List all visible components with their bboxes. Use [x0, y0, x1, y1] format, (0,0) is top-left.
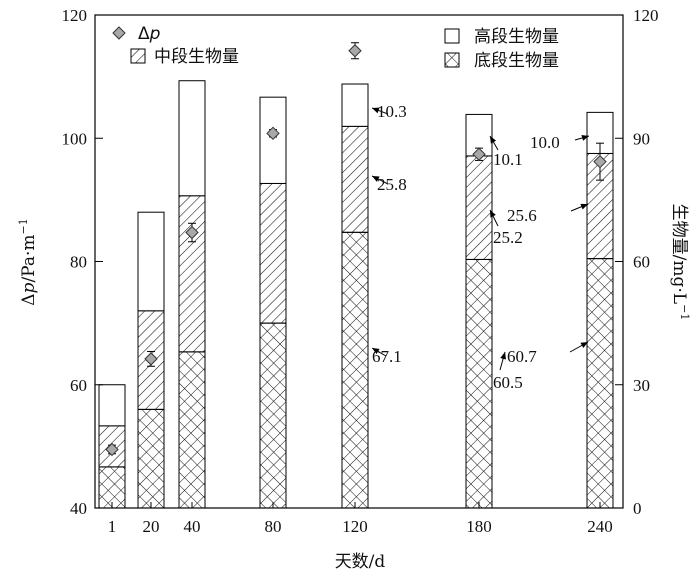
y-left-tick-60: 60: [70, 376, 87, 395]
bar-bottom-80: [259, 322, 287, 509]
bar-bottom-20: [137, 408, 165, 509]
y-left-tick-100: 100: [62, 129, 88, 148]
svg-text:60.7: 60.7: [507, 347, 537, 366]
annotation-60.5: 60.5: [493, 351, 523, 392]
bar-top-120: [341, 83, 369, 127]
annotation-25.6: 25.6: [507, 203, 589, 225]
x-tick-1: 1: [108, 517, 117, 536]
bar-bottom-180: [465, 258, 493, 509]
bar-bottom-240: [586, 258, 614, 509]
svg-text:10.0: 10.0: [530, 133, 560, 152]
annotation-60.7: 60.7: [507, 341, 589, 366]
svg-text:25.8: 25.8: [377, 175, 407, 194]
dp-point-80: [266, 126, 280, 141]
legend-dp: Δp: [112, 24, 161, 44]
x-tick-80: 80: [265, 517, 282, 536]
bar-bottom-1: [98, 466, 126, 509]
svg-text:25.2: 25.2: [493, 228, 523, 247]
y-right-tick-0: 0: [633, 499, 642, 518]
annotation-10.0: 10.0: [530, 133, 590, 152]
annotation-67.1: 67.1: [371, 347, 402, 366]
x-tick-20: 20: [143, 517, 160, 536]
y-left-tick-80: 80: [70, 253, 87, 272]
bar-top-1: [98, 384, 126, 427]
bar-middle-80: [259, 182, 287, 324]
x-tick-180: 180: [466, 517, 492, 536]
svg-text:25.6: 25.6: [507, 206, 537, 225]
x-tick-40: 40: [184, 517, 201, 536]
bar-bottom-40: [178, 351, 206, 509]
svg-text:10.3: 10.3: [377, 102, 407, 121]
x-tick-120: 120: [342, 517, 368, 536]
dp-point-20: [144, 350, 158, 367]
dp-point-180: [472, 147, 486, 161]
annotation-25.2: 25.2: [489, 209, 523, 247]
annotation-10.3: 10.3: [371, 102, 407, 121]
bar-bottom-120: [341, 231, 369, 509]
dp-point-1: [105, 442, 119, 457]
y-left-tick-120: 120: [62, 6, 88, 25]
x-axis-title: 天数/d: [335, 552, 386, 572]
svg-text:中段生物量: 中段生物量: [154, 47, 239, 67]
annotation-10.1: 10.1: [489, 135, 523, 169]
y-right-tick-90: 90: [633, 129, 650, 148]
svg-text:底段生物量: 底段生物量: [474, 51, 559, 71]
legend-bottom: 底段生物量: [444, 51, 559, 71]
y-right-axis-title: 生物量/mg·L−1: [669, 204, 691, 321]
y-left-tick-40: 40: [70, 499, 87, 518]
bar-middle-120: [341, 125, 369, 233]
svg-text:高段生物量: 高段生物量: [474, 27, 559, 47]
dp-point-240: [593, 142, 607, 181]
bar-top-80: [259, 96, 287, 184]
dp-point-120: [348, 42, 362, 60]
bar-top-20: [137, 211, 165, 312]
legend-middle: 中段生物量: [130, 47, 239, 67]
svg-text:60.5: 60.5: [493, 373, 523, 392]
annotation-25.8: 25.8: [371, 175, 407, 194]
y-right-tick-30: 30: [633, 376, 650, 395]
svg-text:Δp: Δp: [138, 24, 161, 44]
svg-text:10.1: 10.1: [493, 150, 523, 169]
bar-top-40: [178, 80, 206, 197]
bar-middle-240: [586, 152, 614, 260]
bar-middle-180: [465, 155, 493, 260]
x-tick-240: 240: [587, 517, 613, 536]
dp-point-40: [185, 222, 199, 243]
svg-text:67.1: 67.1: [372, 347, 402, 366]
y-right-tick-120: 120: [633, 6, 659, 25]
y-right-tick-60: 60: [633, 253, 650, 272]
legend-top: 高段生物量: [444, 27, 559, 47]
bar-middle-40: [178, 195, 206, 353]
y-left-axis-title: Δp/Pa·m−1: [17, 218, 39, 305]
